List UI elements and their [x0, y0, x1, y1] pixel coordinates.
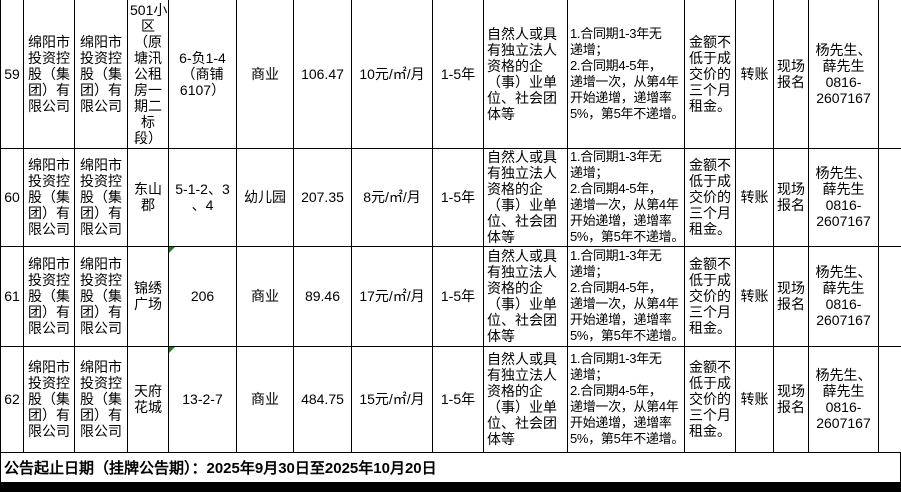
cell-qualification[interactable]: 自然人或具 有独立法人 资格的企 （事）业单 位、社会团 体等: [483, 345, 568, 453]
cell-lessor[interactable]: 绵阳市 投资控 股（集 团）有 限公司: [23, 0, 75, 149]
cell-payment[interactable]: 转账: [735, 147, 774, 247]
table-row: 61 绵阳市 投资控 股（集 团）有 限公司 绵阳市 投资控 股（集 团）有 限…: [0, 245, 901, 347]
cell-contact[interactable]: 杨先生、 薛先生 0816- 2607167: [808, 345, 879, 453]
cell-room[interactable]: 13-2-7: [168, 345, 237, 453]
cell-room[interactable]: 5-1-2、3 、4: [168, 147, 237, 247]
cell-rent[interactable]: 10元/㎡/月: [351, 0, 433, 149]
cell-term[interactable]: 1-5年: [432, 245, 484, 347]
cell-owner[interactable]: 绵阳市 投资控 股（集 团）有 限公司: [74, 0, 128, 149]
cell-owner[interactable]: 绵阳市 投资控 股（集 团）有 限公司: [74, 147, 128, 247]
cell-payment[interactable]: 转账: [735, 0, 774, 149]
cell-contact[interactable]: 杨先生、 薛先生 0816- 2607167: [808, 147, 879, 247]
cell-community[interactable]: 501小 区 （原 塘汛 公租 房一 期二 标 段）: [127, 0, 169, 149]
cell-empty[interactable]: [878, 245, 901, 347]
cell-rent[interactable]: 15元/㎡/月: [351, 345, 433, 453]
cell-serial[interactable]: 62: [0, 345, 24, 453]
cell-owner[interactable]: 绵阳市 投资控 股（集 团）有 限公司: [74, 345, 128, 453]
cell-registration[interactable]: 现场 报名: [773, 147, 809, 247]
cell-term[interactable]: 1-5年: [432, 0, 484, 149]
cell-rent[interactable]: 17元/㎡/月: [351, 245, 433, 347]
cell-escalation[interactable]: 1.合同期1-3年无 递增； 2.合同期4-5年， 递增一次，从第4年 开始递增…: [567, 0, 685, 149]
cell-empty[interactable]: [878, 147, 901, 247]
cell-community[interactable]: 天府 花城: [127, 345, 169, 453]
cell-term[interactable]: 1-5年: [432, 345, 484, 453]
cell-empty[interactable]: [878, 0, 901, 149]
cell-community[interactable]: 东山 郡: [127, 147, 169, 247]
cell-rent[interactable]: 8元/㎡/月: [351, 147, 433, 247]
cell-serial[interactable]: 61: [0, 245, 24, 347]
cell-qualification[interactable]: 自然人或具 有独立法人 资格的企 （事）业单 位、社会团 体等: [483, 245, 568, 347]
cell-area[interactable]: 207.35: [293, 147, 352, 247]
cell-payment[interactable]: 转账: [735, 245, 774, 347]
cell-qualification[interactable]: 自然人或具 有独立法人 资格的企 （事）业单 位、社会团 体等: [483, 147, 568, 247]
cell-usage[interactable]: 商业: [236, 0, 294, 149]
error-marker-icon: [169, 247, 175, 253]
cell-deposit[interactable]: 金额不 低于成 交价的 三个月 租金。: [684, 245, 736, 347]
cell-contact[interactable]: 杨先生、 薛先生 0816- 2607167: [808, 245, 879, 347]
cell-contact[interactable]: 杨先生、 薛先生 0816- 2607167: [808, 0, 879, 149]
cell-registration[interactable]: 现场 报名: [773, 245, 809, 347]
table-row: 62 绵阳市 投资控 股（集 团）有 限公司 绵阳市 投资控 股（集 团）有 限…: [0, 345, 901, 453]
cell-room[interactable]: 6-负1-4 （商铺 6107）: [168, 0, 237, 149]
cell-escalation[interactable]: 1.合同期1-3年无 递增； 2.合同期4-5年， 递增一次，从第4年 开始递增…: [567, 345, 685, 453]
cell-qualification[interactable]: 自然人或具 有独立法人 资格的企 （事）业单 位、社会团 体等: [483, 0, 568, 149]
cell-term[interactable]: 1-5年: [432, 147, 484, 247]
cell-serial[interactable]: 59: [0, 0, 24, 149]
cell-usage[interactable]: 商业: [236, 245, 294, 347]
bottom-black-bar: [0, 481, 901, 492]
cell-area[interactable]: 484.75: [293, 345, 352, 453]
cell-room[interactable]: 206: [168, 245, 237, 347]
cell-lessor[interactable]: 绵阳市 投资控 股（集 团）有 限公司: [23, 147, 75, 247]
cell-area[interactable]: 89.46: [293, 245, 352, 347]
table-row: 60 绵阳市 投资控 股（集 团）有 限公司 绵阳市 投资控 股（集 团）有 限…: [0, 147, 901, 247]
cell-payment[interactable]: 转账: [735, 345, 774, 453]
error-marker-icon: [169, 347, 175, 353]
cell-deposit[interactable]: 金额不 低于成 交价的 三个月 租金。: [684, 147, 736, 247]
cell-lessor[interactable]: 绵阳市 投资控 股（集 团）有 限公司: [23, 245, 75, 347]
table-row: 59 绵阳市 投资控 股（集 团）有 限公司 绵阳市 投资控 股（集 团）有 限…: [0, 0, 901, 149]
cell-lessor[interactable]: 绵阳市 投资控 股（集 团）有 限公司: [23, 345, 75, 453]
rental-listing-table: 59 绵阳市 投资控 股（集 团）有 限公司 绵阳市 投资控 股（集 团）有 限…: [0, 0, 901, 453]
cell-usage[interactable]: 幼儿园: [236, 147, 294, 247]
notice-period-text: 公告起止日期（挂牌公告期）：2025年9月30日至2025年10月20日: [4, 459, 437, 477]
cell-registration[interactable]: 现场 报名: [773, 345, 809, 453]
cell-escalation[interactable]: 1.合同期1-3年无 递增； 2.合同期4-5年， 递增一次，从第4年 开始递增…: [567, 245, 685, 347]
cell-deposit[interactable]: 金额不 低于成 交价的 三个月 租金。: [684, 0, 736, 149]
cell-registration[interactable]: 现场 报名: [773, 0, 809, 149]
cell-empty[interactable]: [878, 345, 901, 453]
cell-deposit[interactable]: 金额不 低于成 交价的 三个月 租金。: [684, 345, 736, 453]
cell-usage[interactable]: 商业: [236, 345, 294, 453]
cell-owner[interactable]: 绵阳市 投资控 股（集 团）有 限公司: [74, 245, 128, 347]
notice-period-row[interactable]: 公告起止日期（挂牌公告期）：2025年9月30日至2025年10月20日: [0, 452, 901, 482]
cell-serial[interactable]: 60: [0, 147, 24, 247]
cell-escalation[interactable]: 1.合同期1-3年无 递增； 2.合同期4-5年， 递增一次，从第4年 开始递增…: [567, 147, 685, 247]
cell-community[interactable]: 锦绣 广场: [127, 245, 169, 347]
cell-area[interactable]: 106.47: [293, 0, 352, 149]
